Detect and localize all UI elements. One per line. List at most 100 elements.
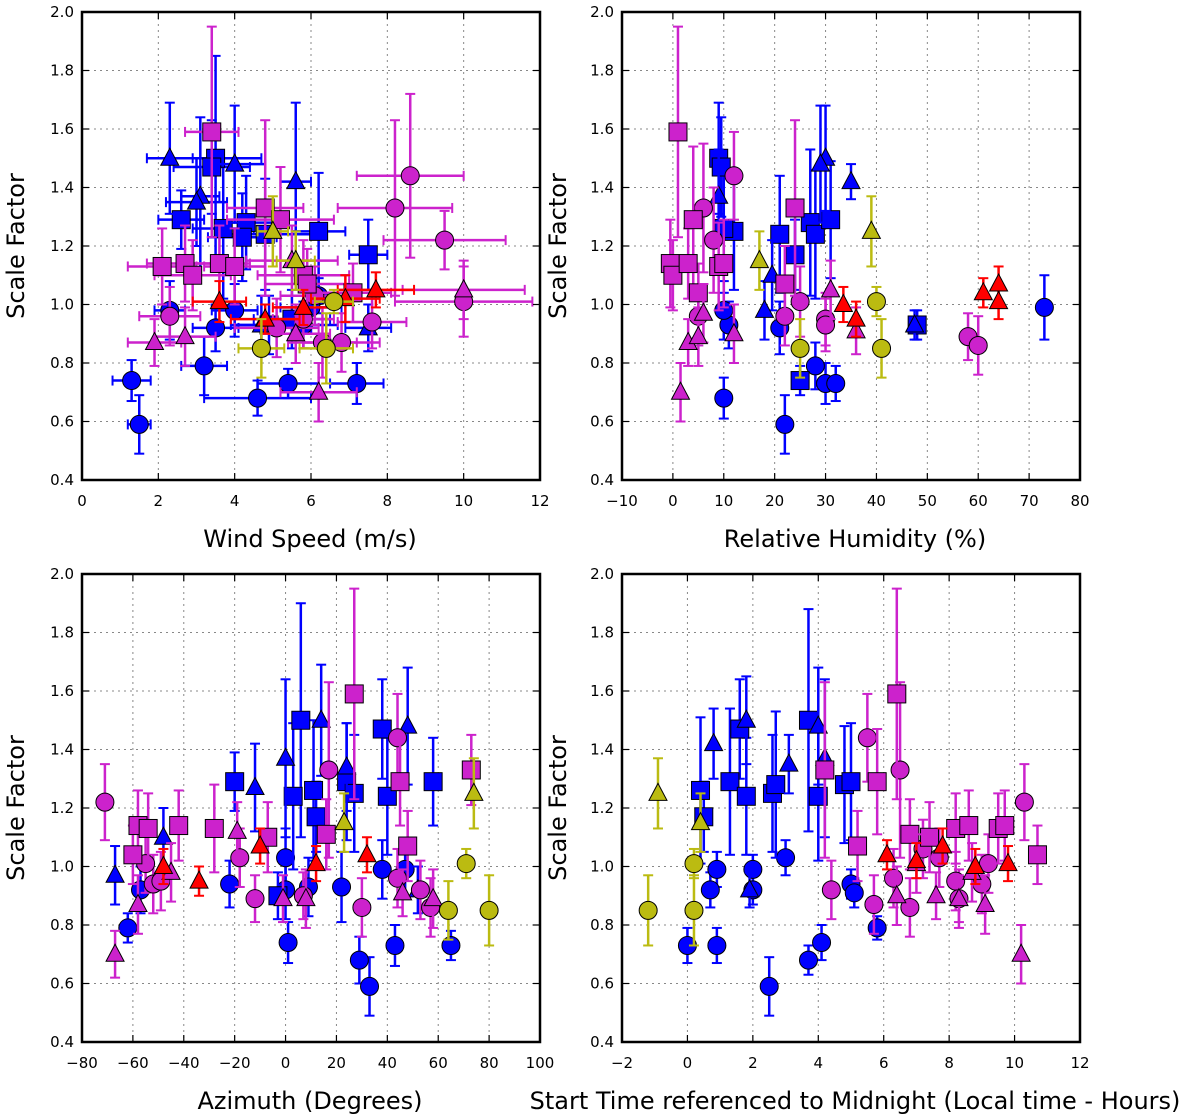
circle-marker bbox=[866, 292, 886, 312]
circle-marker bbox=[129, 414, 149, 434]
series-blue-squares bbox=[691, 608, 861, 865]
y-tick-label: 1.4 bbox=[590, 179, 614, 197]
series-yellow-triangles bbox=[256, 195, 316, 291]
triangle-marker bbox=[904, 313, 925, 333]
triangle-marker bbox=[392, 881, 413, 901]
x-tick-label: 2 bbox=[748, 1054, 758, 1072]
circle-marker bbox=[707, 859, 727, 879]
panel-start-time: −2 0 2 4 6 8 10 12 0.4 0.6 0.8 1.0 1.2 1.4 1.6 1.8 2.0 St… bbox=[530, 565, 1181, 1115]
x-tick-label: 50 bbox=[918, 492, 937, 510]
triangle-marker bbox=[926, 884, 946, 904]
series-yellow-triangles bbox=[648, 757, 711, 853]
series-yellow-circles bbox=[790, 285, 892, 379]
x-axis-label: Wind Speed (m/s) bbox=[203, 525, 417, 553]
square-marker bbox=[304, 780, 324, 800]
circle-marker bbox=[790, 292, 810, 312]
triangle-marker bbox=[688, 325, 709, 345]
circle-marker bbox=[872, 338, 892, 358]
square-marker bbox=[808, 786, 828, 806]
square-marker bbox=[815, 760, 835, 780]
panel-azimuth: −80 −60 −40 −20 0 20 40 60 80 100 0.4 0.6 0.8 1.0 1.2 1… bbox=[2, 565, 554, 1115]
y-tick-label: 0.8 bbox=[50, 916, 74, 934]
triangle-marker bbox=[186, 191, 207, 210]
triangle-marker bbox=[397, 715, 418, 734]
square-marker bbox=[1027, 845, 1047, 865]
circle-marker bbox=[890, 760, 910, 780]
square-marker bbox=[867, 772, 887, 792]
circle-marker bbox=[362, 312, 382, 332]
circle-marker bbox=[968, 335, 988, 355]
triangle-marker bbox=[334, 811, 354, 831]
triangle-marker bbox=[275, 747, 296, 766]
circle-marker bbox=[435, 230, 455, 250]
triangle-marker bbox=[670, 381, 691, 400]
triangle-marker bbox=[965, 855, 986, 874]
series-yellow-circles bbox=[438, 847, 499, 947]
x-tick-label: 100 bbox=[526, 1054, 555, 1072]
y-tick-label: 0.8 bbox=[50, 354, 74, 372]
square-marker bbox=[714, 254, 734, 274]
x-tick-label: −40 bbox=[168, 1054, 200, 1072]
series-magenta-triangles bbox=[126, 224, 526, 423]
square-marker bbox=[309, 221, 329, 241]
circle-marker bbox=[759, 976, 779, 996]
series-magenta-triangles bbox=[670, 259, 866, 423]
triangle-marker bbox=[736, 709, 757, 728]
x-tick-label: 80 bbox=[480, 1054, 499, 1072]
circle-marker bbox=[479, 900, 499, 920]
triangle-marker bbox=[886, 884, 907, 904]
square-marker bbox=[775, 274, 795, 294]
series-red-triangles bbox=[833, 265, 1009, 338]
triangle-marker bbox=[998, 852, 1018, 872]
triangle-marker bbox=[285, 249, 306, 269]
y-tick-label: 2.0 bbox=[590, 565, 614, 583]
square-marker bbox=[213, 218, 233, 238]
x-tick-label: 10 bbox=[714, 492, 733, 510]
x-tick-label: 6 bbox=[879, 1054, 889, 1072]
square-marker bbox=[887, 684, 907, 704]
y-tick-label: 1.4 bbox=[590, 741, 614, 759]
circle-marker bbox=[884, 868, 904, 888]
series-yellow-circles bbox=[638, 847, 704, 947]
circle-marker bbox=[385, 935, 405, 955]
x-tick-label: −20 bbox=[219, 1054, 251, 1072]
y-tick-label: 1.0 bbox=[50, 296, 74, 314]
series-red-triangles bbox=[153, 827, 377, 897]
x-tick-label: 70 bbox=[1020, 492, 1039, 510]
triangle-marker bbox=[273, 887, 293, 907]
circle-marker bbox=[251, 338, 271, 358]
y-tick-label: 1.8 bbox=[50, 62, 74, 80]
circle-marker bbox=[821, 880, 841, 900]
triangle-marker bbox=[285, 322, 306, 342]
y-tick-label: 1.2 bbox=[590, 237, 614, 255]
circle-marker bbox=[332, 877, 352, 897]
y-tick-label: 2.0 bbox=[590, 3, 614, 21]
square-marker bbox=[683, 210, 703, 230]
square-marker bbox=[316, 824, 336, 844]
triangle-marker bbox=[209, 290, 230, 310]
triangle-marker bbox=[988, 290, 1009, 310]
square-marker bbox=[358, 245, 378, 265]
square-marker bbox=[138, 818, 158, 838]
square-marker bbox=[423, 772, 443, 792]
x-tick-label: 2 bbox=[154, 492, 164, 510]
triangle-marker bbox=[464, 782, 484, 801]
circle-marker bbox=[826, 373, 846, 393]
circle-marker bbox=[812, 933, 832, 953]
circle-marker bbox=[245, 889, 265, 909]
x-tick-label: 80 bbox=[1070, 492, 1089, 510]
circle-marker bbox=[352, 897, 372, 917]
square-marker bbox=[805, 224, 825, 244]
circle-marker bbox=[410, 880, 430, 900]
triangle-marker bbox=[820, 278, 841, 298]
circle-marker bbox=[805, 356, 825, 376]
y-tick-label: 1.2 bbox=[50, 799, 74, 817]
x-tick-label: 20 bbox=[327, 1054, 346, 1072]
series-yellow-circles bbox=[237, 288, 354, 385]
y-tick-label: 0.4 bbox=[50, 1033, 74, 1051]
triangle-marker bbox=[250, 834, 270, 854]
triangle-marker bbox=[810, 153, 831, 172]
circle-marker bbox=[278, 373, 298, 393]
plot-area bbox=[95, 587, 499, 1017]
square-marker bbox=[225, 772, 245, 792]
